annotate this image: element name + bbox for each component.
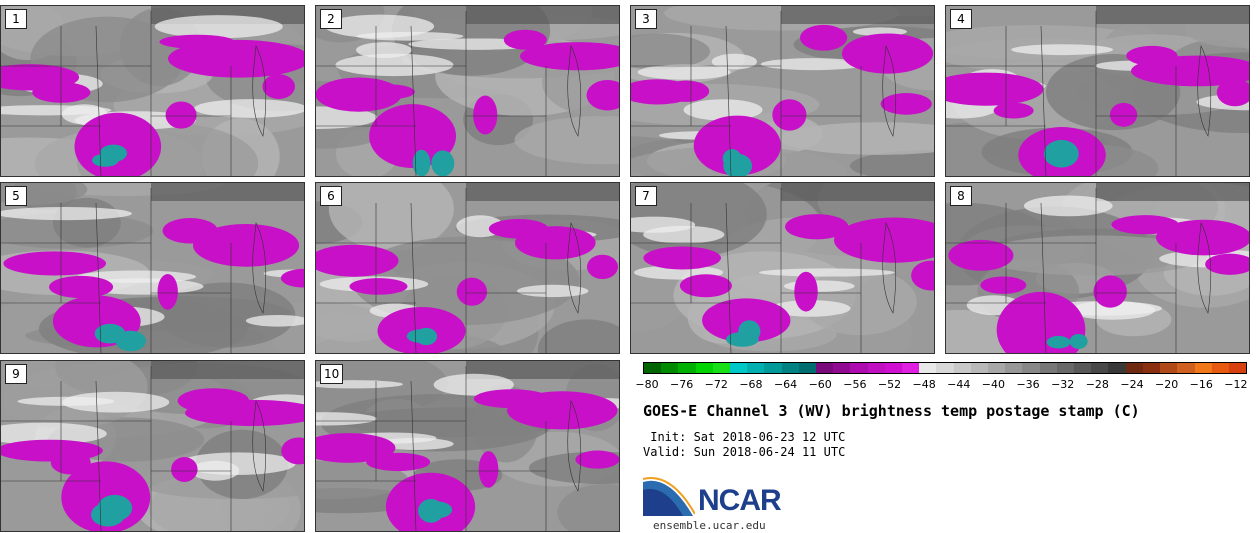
colorbar-tick-label: −56	[843, 378, 867, 391]
colorbar-swatch	[1039, 363, 1057, 373]
colorbar-ticks: −80 −76 −72 −68 −64 −60 −56 −52 −48 −44 −40 −36 −32−…	[635, 374, 1248, 391]
colorbar: −80 −76 −72 −68 −64 −60 −56 −52 −48 −44 −40 −36 −32−…	[635, 362, 1248, 392]
colorbar-tick-label: −48	[912, 378, 936, 391]
figure-title: GOES-E Channel 3 (WV) brightness temp po…	[643, 402, 1140, 420]
stamp-imagery	[1, 183, 304, 353]
stamp-imagery	[946, 6, 1249, 176]
colorbar-tick-label: −12	[1224, 378, 1248, 391]
panel-number-label: 10	[320, 364, 344, 384]
colorbar-swatch	[1142, 363, 1161, 373]
panel-number-label: 7	[635, 186, 657, 206]
colorbar-tick-label: −32	[1051, 378, 1075, 391]
colorbar-swatch	[747, 363, 765, 373]
colorbar-swatch	[644, 363, 662, 373]
stamp-panel-9: 9	[0, 360, 305, 532]
colorbar-tick-label: −20	[1155, 378, 1179, 391]
stamp-panel-8: 8	[945, 182, 1250, 354]
colorbar-swatch	[1074, 363, 1092, 373]
website-label: ensemble.ucar.edu	[653, 519, 766, 532]
panel-number-label: 5	[5, 186, 27, 206]
stamp-imagery	[316, 6, 619, 176]
colorbar-swatch	[1091, 363, 1109, 373]
stamp-imagery	[1, 361, 304, 531]
colorbar-strip	[643, 362, 1247, 374]
stamp-imagery	[316, 183, 619, 353]
colorbar-swatch	[1125, 363, 1143, 373]
colorbar-tick-label: −36	[1016, 378, 1040, 391]
stamp-imagery	[316, 361, 619, 531]
colorbar-swatch	[1228, 363, 1247, 373]
colorbar-swatch	[936, 363, 954, 373]
colorbar-swatch	[1108, 363, 1126, 373]
colorbar-swatch	[953, 363, 971, 373]
colorbar-swatch	[730, 363, 748, 373]
colorbar-tick-label: −16	[1189, 378, 1213, 391]
stamp-imagery	[1, 6, 304, 176]
colorbar-swatch	[1177, 363, 1195, 373]
colorbar-swatch	[970, 363, 989, 373]
panel-number-label: 6	[320, 186, 342, 206]
colorbar-tick-label: −76	[670, 378, 694, 391]
colorbar-swatch	[661, 363, 679, 373]
colorbar-tick-label: −24	[1120, 378, 1144, 391]
colorbar-swatch	[1022, 363, 1040, 373]
ncar-logo-text: NCAR	[698, 484, 782, 517]
stamp-imagery	[631, 6, 934, 176]
colorbar-tick-label: −28	[1085, 378, 1109, 391]
colorbar-swatch	[884, 363, 903, 373]
colorbar-swatch	[695, 363, 713, 373]
panel-number-label: 1	[5, 9, 27, 29]
stamp-panel-1: 1	[0, 5, 305, 177]
stamp-panel-3: 3	[630, 5, 935, 177]
colorbar-swatch	[816, 363, 834, 373]
colorbar-tick-label: −60	[808, 378, 832, 391]
panel-number-label: 4	[950, 9, 972, 29]
stamp-panel-6: 6	[315, 182, 620, 354]
stamp-imagery	[631, 183, 934, 353]
colorbar-swatch	[867, 363, 885, 373]
panel-number-label: 8	[950, 186, 972, 206]
colorbar-swatch	[781, 363, 799, 373]
colorbar-swatch	[919, 363, 937, 373]
colorbar-swatch	[902, 363, 920, 373]
colorbar-swatch	[678, 363, 696, 373]
stamp-panel-5: 5	[0, 182, 305, 354]
colorbar-tick-label: −44	[947, 378, 971, 391]
panel-number-label: 9	[5, 364, 27, 384]
colorbar-tick-label: −72	[704, 378, 728, 391]
colorbar-tick-label: −40	[981, 378, 1006, 391]
colorbar-swatch	[850, 363, 868, 373]
colorbar-swatch	[1056, 363, 1075, 373]
colorbar-swatch	[988, 363, 1006, 373]
stamp-panel-7: 7	[630, 182, 935, 354]
colorbar-swatch	[833, 363, 851, 373]
init-time: Init: Sat 2018-06-23 12 UTC	[643, 430, 846, 444]
colorbar-tick-label: −64	[773, 378, 798, 391]
colorbar-swatch	[712, 363, 731, 373]
colorbar-swatch	[1160, 363, 1178, 373]
panel-number-label: 3	[635, 9, 657, 29]
valid-time: Valid: Sun 2018-06-24 11 UTC	[643, 445, 846, 459]
colorbar-tick-label: −80	[635, 378, 659, 391]
panel-number-label: 2	[320, 9, 342, 29]
ncar-swoosh-icon	[642, 477, 696, 516]
stamp-imagery	[946, 183, 1249, 353]
colorbar-swatch	[764, 363, 782, 373]
ncar-logo: NCAR	[642, 476, 793, 520]
colorbar-swatch	[1194, 363, 1212, 373]
stamp-panel-4: 4	[945, 5, 1250, 177]
colorbar-tick-label: −52	[877, 378, 902, 391]
colorbar-swatch	[1211, 363, 1229, 373]
colorbar-tick-label: −68	[739, 378, 763, 391]
stamp-panel-10: 10	[315, 360, 620, 532]
stamp-panel-2: 2	[315, 5, 620, 177]
colorbar-swatch	[798, 363, 817, 373]
colorbar-swatch	[1005, 363, 1023, 373]
